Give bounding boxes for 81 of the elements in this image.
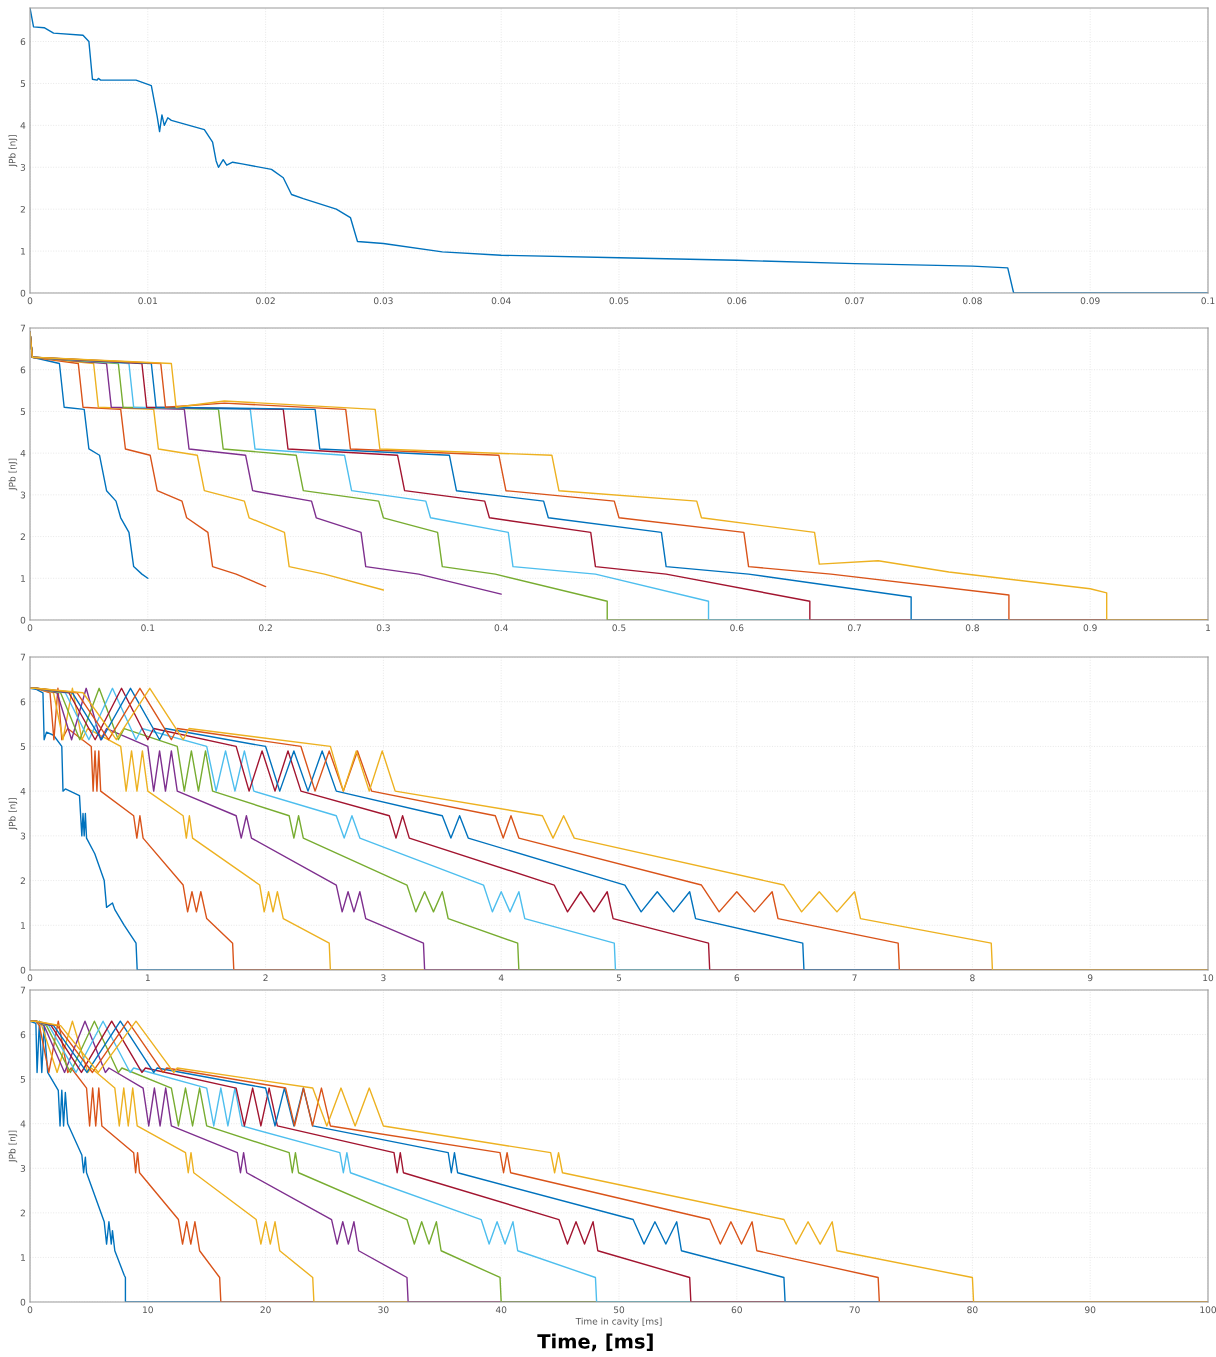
y-tick-label: 1 xyxy=(21,247,25,255)
x-tick-label: 0.09 xyxy=(1080,297,1100,305)
x-tick-label: 0.06 xyxy=(727,297,747,305)
y-tick-label: 3 xyxy=(20,832,26,840)
x-tick-label: 0.05 xyxy=(609,297,629,305)
x-tick-label: 3 xyxy=(381,974,386,982)
x-tick-label: 0.03 xyxy=(373,297,393,305)
x-tick-label: 0 xyxy=(27,297,33,305)
y-tick-label: 2 xyxy=(20,877,25,884)
x-tick-label: 1 xyxy=(145,974,150,982)
y-axis-title: JPb [nJ] xyxy=(8,135,18,168)
x-tick-label: 90 xyxy=(1085,1306,1096,1314)
y-tick-label: 1 xyxy=(21,922,25,929)
y-tick-label: 5 xyxy=(20,743,26,750)
y-tick-label: 3 xyxy=(20,163,26,171)
y-tick-label: 0 xyxy=(20,1298,26,1306)
x-tick-label: 100 xyxy=(1200,1306,1216,1314)
x-tick-label: 0.2 xyxy=(259,624,272,632)
x-tick-label: 5 xyxy=(616,974,622,982)
y-tick-label: 7 xyxy=(20,986,26,994)
x-tick-label: 70 xyxy=(849,1306,860,1314)
x-tick-label: 20 xyxy=(260,1306,271,1314)
y-tick-label: 0 xyxy=(20,289,26,297)
x-tick-label: 60 xyxy=(731,1306,742,1314)
x-tick-label: 0 xyxy=(27,974,33,982)
x-tick-label: 0.4 xyxy=(494,624,508,632)
y-tick-label: 2 xyxy=(20,205,25,213)
x-tick-label: 40 xyxy=(495,1306,507,1314)
y-tick-label: 6 xyxy=(20,366,26,374)
y-tick-label: 6 xyxy=(20,698,26,706)
y-tick-label: 2 xyxy=(20,1209,25,1217)
y-tick-label: 2 xyxy=(20,533,25,540)
x-tick-label: 0.08 xyxy=(962,297,982,305)
x-tick-label: 30 xyxy=(378,1306,389,1314)
x-tick-label: 0.1 xyxy=(1201,297,1215,305)
text: Time, [ms] xyxy=(537,1333,653,1352)
y-axis-title: JPb [nJ] xyxy=(8,1130,18,1163)
y-tick-label: 1 xyxy=(21,575,25,582)
x-tick-label: 6 xyxy=(734,974,740,982)
x-tick-label: 0.01 xyxy=(138,297,158,305)
x-tick-label: 0.6 xyxy=(730,624,744,632)
y-tick-label: 0 xyxy=(20,966,26,974)
x-tick-label: 0.04 xyxy=(491,297,511,305)
x-tick-label: 1 xyxy=(1206,624,1211,632)
x-tick-label: 0.8 xyxy=(965,624,979,632)
x-tick-label: 10 xyxy=(1203,974,1214,982)
x-tick-label: 0.1 xyxy=(141,624,155,632)
y-axis-title: JPb [nJ] xyxy=(8,458,18,491)
x-tick-label: 0.9 xyxy=(1083,624,1097,632)
x-axis-title: Time in cavity [ms] xyxy=(575,1317,662,1327)
y-tick-label: 5 xyxy=(20,1075,26,1083)
y-tick-label: 4 xyxy=(20,1120,26,1128)
y-tick-label: 0 xyxy=(20,616,26,624)
x-tick-label: 50 xyxy=(613,1306,625,1314)
y-tick-label: 3 xyxy=(20,491,26,499)
y-tick-label: 4 xyxy=(20,449,26,457)
x-tick-label: 10 xyxy=(143,1306,153,1314)
x-tick-label: 0.02 xyxy=(256,297,275,305)
y-tick-label: 5 xyxy=(20,408,26,415)
x-tick-label: 0 xyxy=(27,1306,33,1314)
x-tick-label: 2 xyxy=(263,974,268,982)
x-tick-label: 0.7 xyxy=(848,624,862,632)
x-tick-label: 80 xyxy=(967,1306,978,1314)
y-tick-label: 6 xyxy=(20,1031,26,1039)
x-tick-label: 4 xyxy=(498,974,504,982)
x-tick-label: 9 xyxy=(1087,974,1093,982)
y-tick-label: 6 xyxy=(20,38,26,46)
x-tick-label: 0.5 xyxy=(612,624,626,632)
y-axis-title: JPb [nJ] xyxy=(8,798,18,831)
y-tick-label: 7 xyxy=(20,653,26,661)
y-tick-label: 1 xyxy=(21,1254,25,1261)
x-tick-label: 7 xyxy=(852,974,857,982)
y-tick-label: 4 xyxy=(20,787,26,795)
y-tick-label: 4 xyxy=(20,122,26,129)
x-tick-label: 0.3 xyxy=(376,624,390,632)
x-tick-label: 0 xyxy=(27,624,33,632)
x-tick-label: 8 xyxy=(970,974,975,982)
y-tick-label: 7 xyxy=(20,324,26,332)
y-tick-label: 3 xyxy=(20,1165,26,1172)
x-tick-label: 0.07 xyxy=(845,297,864,305)
y-tick-label: 5 xyxy=(20,80,26,87)
